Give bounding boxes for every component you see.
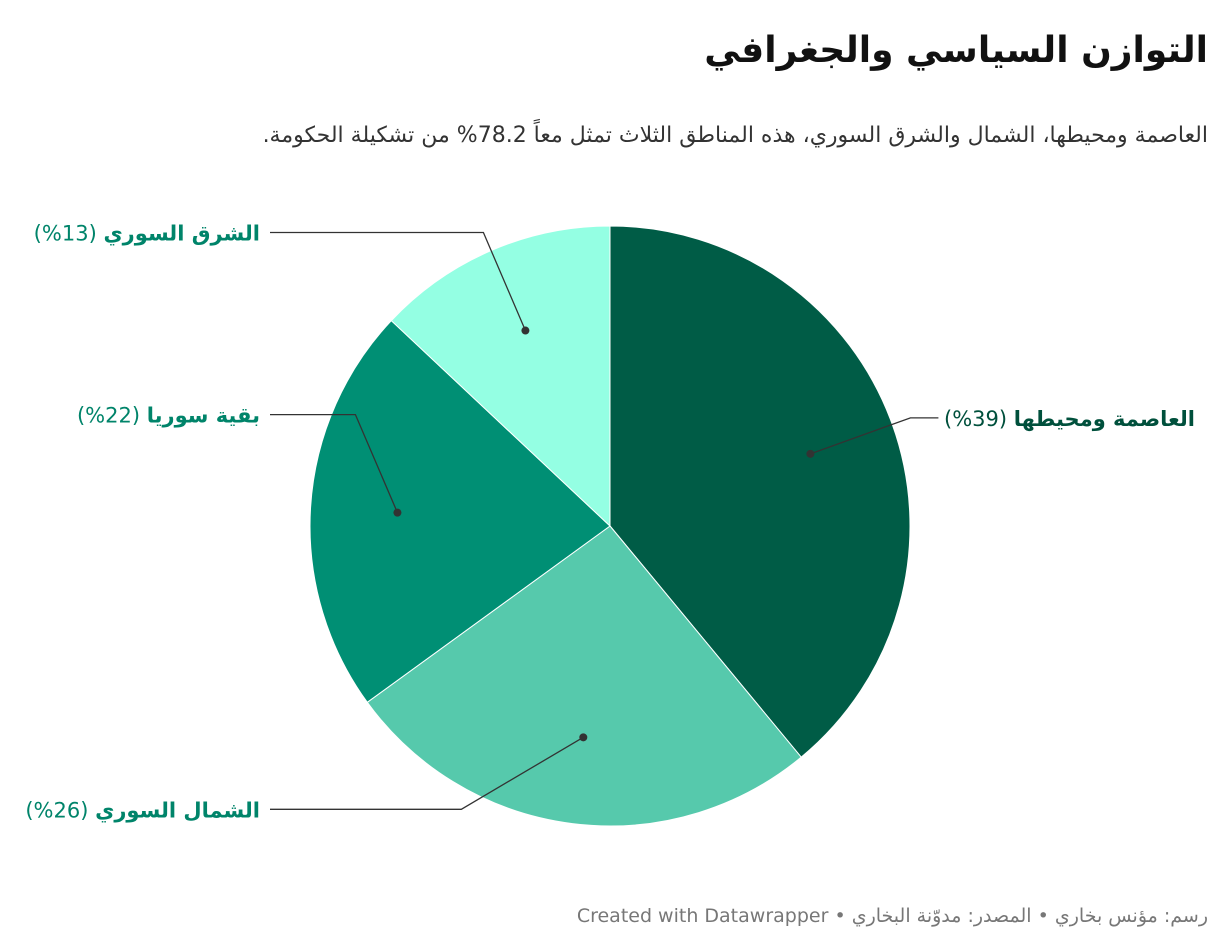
chart-subtitle: العاصمة ومحيطها، الشمال والشرق السوري، ه… xyxy=(262,123,1208,148)
datawrapper-credit: Created with Datawrapper xyxy=(576,905,829,927)
slice-label-value: (13%) xyxy=(34,222,104,246)
slice-label-2: بقية سوريا (22%) xyxy=(77,404,260,428)
slice-label-0: العاصمة ومحيطها (39%) xyxy=(944,407,1195,431)
slice-label-1: الشمال السوري (26%) xyxy=(25,798,260,823)
leader-dot-0 xyxy=(806,449,815,458)
slice-labels: العاصمة ومحيطها (39%) الشمال السوري (26%)… xyxy=(25,222,1195,824)
pie-chart: العاصمة ومحيطها (39%) الشمال السوري (26%)… xyxy=(25,222,1195,827)
footer-separator: • xyxy=(1031,905,1049,927)
slice-label-name: الشرق السوري xyxy=(103,222,260,247)
slice-label-3: الشرق السوري (13%) xyxy=(34,222,260,247)
slice-label-name: الشمال السوري xyxy=(95,798,260,823)
leader-dot-1 xyxy=(579,733,588,742)
leader-line-3 xyxy=(270,231,527,331)
pie-slices xyxy=(309,225,911,827)
leader-dot-2 xyxy=(393,508,402,517)
footer-separator: • xyxy=(828,905,846,927)
slice-label-value: (26%) xyxy=(25,798,95,822)
leader-line-2 xyxy=(270,413,399,513)
slice-label-value: (22%) xyxy=(77,404,147,428)
slice-label-name: العاصمة ومحيطها xyxy=(1014,407,1195,431)
chart-title: التوازن السياسي والجغرافي xyxy=(704,30,1208,71)
slice-label-value: (39%) xyxy=(944,407,1014,431)
pie-slice-2 xyxy=(309,319,611,704)
chart-footer: رسم: مؤنس بخاري • المصدر: مدوّنة البخاري… xyxy=(18,905,1208,927)
pie-slice-1 xyxy=(366,525,802,827)
leader-line-0 xyxy=(810,417,939,455)
leader-lines xyxy=(270,231,939,810)
slice-label-name: بقية سوريا xyxy=(147,404,260,428)
leader-dot-3 xyxy=(521,326,530,335)
leader-line-1 xyxy=(270,736,584,810)
credit-text: رسم: مؤنس بخاري xyxy=(1054,905,1208,927)
source-text: المصدر: مدوّنة البخاري xyxy=(851,905,1032,927)
